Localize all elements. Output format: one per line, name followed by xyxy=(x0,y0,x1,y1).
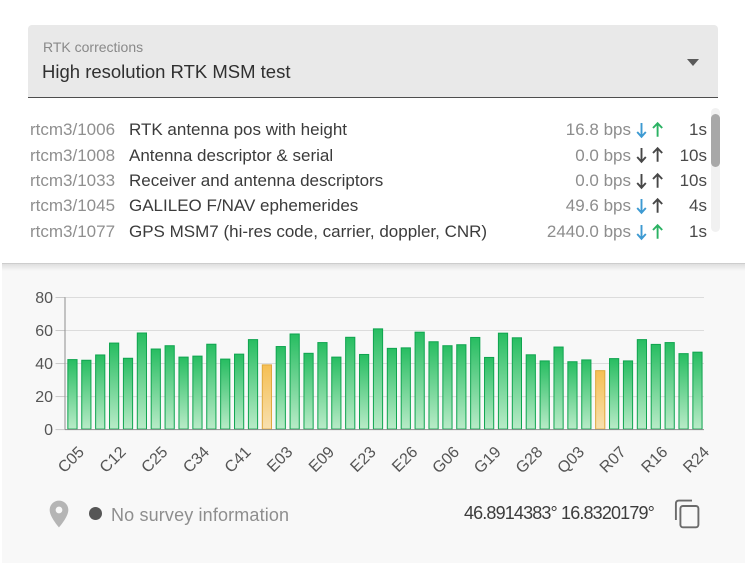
svg-text:20: 20 xyxy=(35,389,53,406)
svg-text:E09: E09 xyxy=(306,444,338,476)
svg-text:C05: C05 xyxy=(55,444,88,477)
svg-text:R07: R07 xyxy=(597,444,630,477)
svg-text:R16: R16 xyxy=(639,444,672,477)
svg-text:C25: C25 xyxy=(139,444,172,477)
svg-text:C34: C34 xyxy=(180,444,213,477)
svg-text:Q03: Q03 xyxy=(555,444,588,477)
svg-text:80: 80 xyxy=(35,290,53,307)
svg-text:40: 40 xyxy=(35,356,53,373)
svg-text:E03: E03 xyxy=(264,444,296,476)
svg-text:0: 0 xyxy=(44,422,53,439)
svg-text:G28: G28 xyxy=(513,444,546,477)
svg-text:E26: E26 xyxy=(389,444,421,476)
svg-text:G06: G06 xyxy=(430,444,463,477)
svg-text:60: 60 xyxy=(35,323,53,340)
svg-text:R24: R24 xyxy=(680,444,713,477)
svg-text:C41: C41 xyxy=(222,444,255,477)
svg-text:E23: E23 xyxy=(347,444,379,476)
svg-text:C12: C12 xyxy=(97,444,130,477)
svg-text:G19: G19 xyxy=(471,444,504,477)
